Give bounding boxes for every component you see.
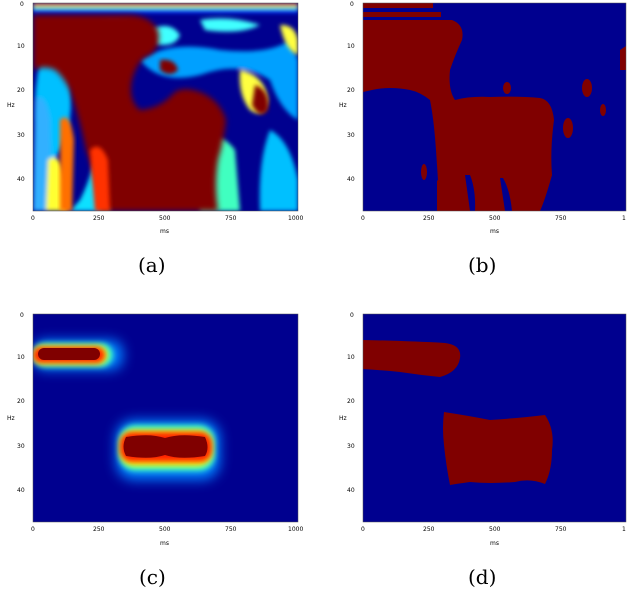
panel-d-ylabel: Hz — [339, 415, 347, 422]
panel-c-xlabel: ms — [160, 540, 169, 547]
panel-c-heatmap — [33, 314, 298, 522]
panel-b-xlabel: ms — [490, 228, 499, 235]
panel-a-ylabel: Hz — [7, 102, 15, 109]
panel-a-ytick: 20 — [17, 87, 25, 94]
panel-a-xtick: 250 — [93, 215, 105, 222]
panel-d-ytick: 0 — [350, 312, 354, 319]
panel-c-ytick: 0 — [20, 312, 24, 319]
panel-a-xtick: 750 — [225, 215, 237, 222]
panel-c-ytick: 10 — [17, 354, 25, 361]
panel-b-xtick: 0 — [361, 215, 365, 222]
panel-c-ytick: 40 — [17, 487, 25, 494]
panel-b-ytick: 40 — [347, 176, 355, 183]
panel-b-ytick: 20 — [347, 87, 355, 94]
panel-c-xtick: 500 — [159, 526, 171, 533]
panel-b-xtick: 500 — [489, 215, 501, 222]
panel-c: 0 10 20 30 40 Hz 0 250 500 750 1000 ms (… — [7, 312, 303, 589]
panel-b-ytick: 10 — [347, 43, 355, 50]
panel-a-ytick: 40 — [17, 176, 25, 183]
panel-d-xtick: 0 — [361, 526, 365, 533]
panel-c-caption: (c) — [139, 565, 166, 589]
panel-d-xtick: 500 — [489, 526, 501, 533]
panel-a-ytick: 0 — [20, 1, 24, 8]
panel-c-ylabel: Hz — [7, 415, 15, 422]
panel-c-xtick: 750 — [225, 526, 237, 533]
panel-a-caption: (a) — [138, 253, 166, 277]
panel-b-ytick: 30 — [347, 132, 355, 139]
panel-a: 0 10 20 30 40 Hz 0 250 500 750 1000 ms (… — [7, 1, 303, 277]
panel-c-xtick: 250 — [93, 526, 105, 533]
panel-d-ytick: 40 — [347, 487, 355, 494]
panel-b-caption: (b) — [468, 253, 496, 277]
panel-b-ytick: 0 — [350, 1, 354, 8]
panel-d-xtick: 250 — [423, 526, 435, 533]
panel-a-xlabel: ms — [160, 228, 169, 235]
panel-d-ytick: 10 — [347, 354, 355, 361]
panel-d-ytick: 30 — [347, 443, 355, 450]
panel-a-ytick: 30 — [17, 132, 25, 139]
panel-a-xtick: 1000 — [288, 215, 303, 222]
panel-d-ytick: 20 — [347, 398, 355, 405]
panel-d-mask — [363, 314, 626, 522]
panel-d-xtick: 750 — [555, 526, 567, 533]
panel-b-ylabel: Hz — [339, 102, 347, 109]
panel-c-xtick: 1000 — [288, 526, 303, 533]
panel-c-ytick: 30 — [17, 443, 25, 450]
panel-b-xtick: 1 — [622, 215, 626, 222]
panel-b-xtick: 750 — [555, 215, 567, 222]
panel-b-mask — [363, 3, 626, 211]
panel-d-caption: (d) — [468, 565, 496, 589]
panel-b-xtick: 250 — [423, 215, 435, 222]
panel-a-xtick: 500 — [159, 215, 171, 222]
panel-d: 0 10 20 30 40 Hz 0 250 500 750 1 ms (d) — [339, 312, 627, 589]
panel-a-heatmap — [33, 3, 298, 211]
panel-c-xtick: 0 — [31, 526, 35, 533]
panel-b: 0 10 20 30 40 Hz 0 250 500 750 1 ms (b) — [339, 1, 627, 277]
panel-a-ytick: 10 — [17, 43, 25, 50]
panel-a-xtick: 0 — [31, 215, 35, 222]
panel-d-xtick: 1 — [622, 526, 626, 533]
panel-d-xlabel: ms — [490, 540, 499, 547]
panel-c-ytick: 20 — [17, 398, 25, 405]
